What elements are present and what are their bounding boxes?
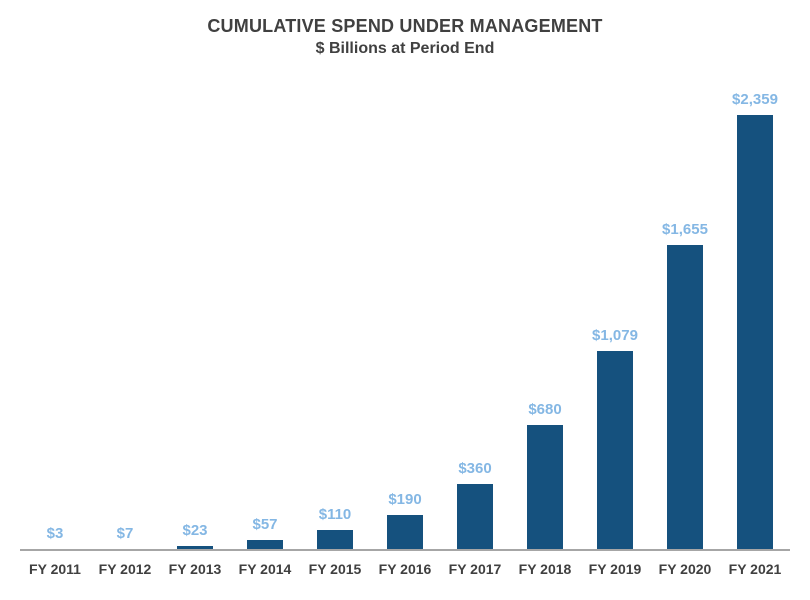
- bar-value-label: $190: [388, 490, 422, 508]
- bar-value-label: $7: [116, 524, 134, 542]
- chart-subtitle: $ Billions at Period End: [315, 40, 495, 57]
- bar-group: $1,079: [580, 115, 650, 550]
- bar-value-label: $680: [528, 400, 562, 418]
- bar: [457, 483, 493, 550]
- x-axis-label: FY 2020: [658, 561, 712, 577]
- bar-group: $360: [440, 115, 510, 550]
- chart-title: CUMULATIVE SPEND UNDER MANAGEMENT: [207, 16, 603, 36]
- bar-value-label: $57: [252, 515, 278, 533]
- x-axis-label: FY 2017: [448, 561, 502, 577]
- bar: [597, 351, 633, 550]
- bar: [317, 529, 353, 550]
- x-axis-label: FY 2012: [98, 561, 152, 577]
- bar-group: $3: [20, 115, 90, 550]
- bar: [737, 115, 773, 550]
- x-axis-label: FY 2015: [308, 561, 362, 577]
- bar-group: $190: [370, 115, 440, 550]
- bar: [247, 539, 283, 550]
- x-axis-labels: FY 2011 FY 2012 FY 2013 FY 2014 FY 2015 FY 20…: [20, 560, 790, 578]
- bar-group: $57: [230, 115, 300, 550]
- chart-header: CUMULATIVE SPEND UNDER MANAGEMENT $ Bill…: [0, 14, 810, 60]
- bar-group: $680: [510, 115, 580, 550]
- bar: [527, 424, 563, 550]
- x-axis-label: FY 2018: [518, 561, 572, 577]
- x-axis-label: FY 2013: [168, 561, 222, 577]
- bar-value-label: $3: [46, 525, 64, 543]
- x-axis-label: FY 2016: [378, 561, 432, 577]
- x-axis-label: FY 2011: [29, 561, 81, 577]
- plot-area: $3 $7 $23 $57 $110 $190 $360 $680 $1,079 $1,655 $2…: [20, 91, 790, 550]
- x-axis-label: FY 2021: [728, 561, 782, 577]
- bar: [667, 244, 703, 550]
- x-axis-line: [20, 549, 790, 551]
- bar-group: $7: [90, 115, 160, 550]
- bar: [387, 514, 423, 550]
- bar-group: $110: [300, 115, 370, 550]
- bar: [177, 545, 213, 550]
- bar-value-label: $23: [182, 521, 208, 539]
- bar-value-label: $1,079: [592, 327, 638, 345]
- x-axis-label: FY 2014: [238, 561, 292, 577]
- bar-value-label: $2,359: [732, 91, 778, 108]
- bar-group: $23: [160, 115, 230, 550]
- bar-value-label: $360: [458, 459, 492, 477]
- bar-group: $1,655: [650, 115, 720, 550]
- bar-value-label: $110: [318, 505, 352, 523]
- bar-group: $2,359: [720, 91, 790, 550]
- bar-value-label: $1,655: [662, 220, 708, 238]
- x-axis-label: FY 2019: [588, 561, 642, 577]
